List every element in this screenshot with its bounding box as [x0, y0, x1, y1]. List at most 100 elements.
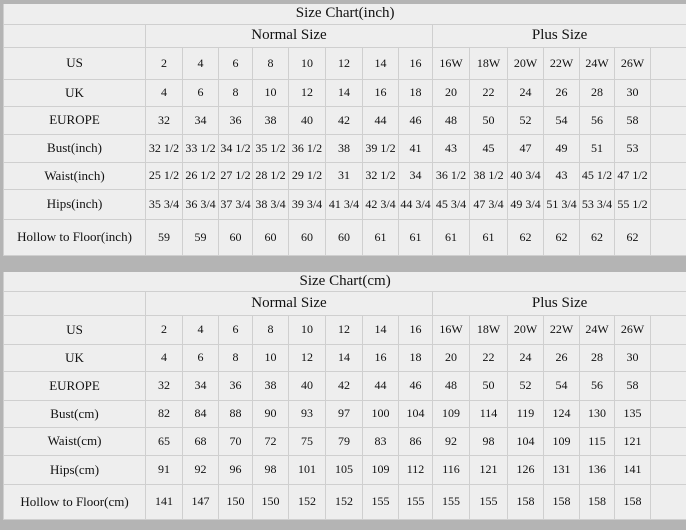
size-cell: 14 [362, 314, 399, 345]
size-cell: 10 [252, 78, 289, 107]
row-label: US [3, 46, 146, 80]
size-cell: 24W [579, 46, 615, 80]
size-cell: 150 [218, 483, 253, 520]
size-cell: 104 [507, 426, 544, 456]
size-cell: 32 1/2 [145, 133, 183, 163]
size-cell: 28 [579, 343, 615, 372]
size-cell: 82 [145, 399, 183, 428]
size-cell: 8 [252, 46, 289, 80]
size-cell: 68 [182, 426, 219, 456]
row-label: Hips(inch) [3, 188, 146, 220]
size-cell: 40 3/4 [507, 161, 544, 190]
size-cell: 6 [182, 343, 219, 372]
size-cell: 50 [469, 105, 508, 135]
size-cell: 16 [398, 46, 433, 80]
size-cell: 62 [614, 218, 651, 256]
size-cell: 36 [218, 370, 253, 401]
size-cell: 41 [398, 133, 433, 163]
size-cell: 58 [614, 370, 651, 401]
size-cell: 2 [145, 314, 183, 345]
row-label: UK [3, 78, 146, 107]
size-cell: 34 [398, 161, 433, 190]
table-row: UK 4 6 8 10 12 14 16 18 20 22 24 26 28 30 [3, 78, 686, 107]
size-cell: 61 [432, 218, 470, 256]
chart-title: Size Chart(inch) [2, 4, 686, 25]
size-cell: 8 [218, 78, 253, 107]
size-cell: 152 [325, 483, 363, 520]
size-cell: 152 [288, 483, 326, 520]
size-cell: 158 [543, 483, 580, 520]
size-cell: 10 [288, 314, 326, 345]
size-cell: 4 [145, 343, 183, 372]
size-cell: 130 [579, 399, 615, 428]
size-cell: 155 [362, 483, 399, 520]
size-cell: 28 1/2 [252, 161, 289, 190]
size-cell: 48 [432, 105, 470, 135]
size-cell: 2 [145, 46, 183, 80]
size-cell: 22W [543, 46, 580, 80]
size-cell: 46 [398, 105, 433, 135]
plus-size-header: Plus Size [431, 290, 686, 316]
corner-cell [3, 23, 146, 48]
size-cell: 52 [507, 105, 544, 135]
size-cell: 20 [432, 78, 470, 107]
size-cell: 47 3/4 [469, 188, 508, 220]
size-cell: 16W [432, 314, 470, 345]
size-cell: 83 [362, 426, 399, 456]
size-cell: 12 [288, 78, 326, 107]
size-cell: 56 [579, 370, 615, 401]
size-cell: 53 [614, 133, 651, 163]
size-cell: 119 [507, 399, 544, 428]
empty-cell [649, 370, 686, 401]
size-cell: 43 [432, 133, 470, 163]
size-cell: 62 [543, 218, 580, 256]
size-cell: 90 [252, 399, 289, 428]
size-cell: 34 [182, 370, 219, 401]
table-row: EUROPE 32 34 36 38 40 42 44 46 48 50 52 54 56 58 [3, 105, 686, 135]
table-row: US 2 4 6 8 10 12 14 16 16W 18W 20W 22W 24W 26W [3, 46, 686, 80]
table-row: Waist(inch) 25 1/2 26 1/2 27 1/2 28 1/2 29 1/… [3, 161, 686, 190]
size-cell: 42 [325, 105, 363, 135]
size-cell: 38 3/4 [252, 188, 289, 220]
size-cell: 60 [218, 218, 253, 256]
size-cell: 16 [362, 78, 399, 107]
size-cell: 44 [362, 370, 399, 401]
size-cell: 30 [614, 343, 651, 372]
size-cell: 121 [614, 426, 651, 456]
size-cell: 36 1/2 [288, 133, 326, 163]
size-cell: 14 [325, 343, 363, 372]
empty-cell [649, 188, 686, 220]
size-cell: 100 [362, 399, 399, 428]
size-chart-cm: Size Chart(cm) Normal Size Plus Size US 2 4 6 8… [2, 272, 686, 520]
size-cell: 126 [507, 454, 544, 485]
table-row: US 2 4 6 8 10 12 14 16 16W 18W 20W 22W 24W 26W [3, 314, 686, 345]
row-label: EUROPE [3, 370, 146, 401]
size-cell: 88 [218, 399, 253, 428]
size-cell: 51 3/4 [543, 188, 580, 220]
size-cell: 26 1/2 [182, 161, 219, 190]
size-cell: 4 [145, 78, 183, 107]
size-cell: 6 [182, 78, 219, 107]
size-cell: 45 [469, 133, 508, 163]
size-cell: 26W [614, 46, 651, 80]
size-cell: 135 [614, 399, 651, 428]
size-cell: 86 [398, 426, 433, 456]
size-cell: 18 [398, 78, 433, 107]
table-row: Bust(cm) 82 84 88 90 93 97 100 104 109 114 119 124 13… [3, 399, 686, 428]
size-cell: 50 [469, 370, 508, 401]
size-cell: 18W [469, 314, 508, 345]
size-cell: 36 1/2 [432, 161, 470, 190]
size-cell: 44 [362, 105, 399, 135]
size-cell: 37 3/4 [218, 188, 253, 220]
chart-title: Size Chart(cm) [2, 272, 686, 292]
size-cell: 158 [579, 483, 615, 520]
size-cell: 60 [252, 218, 289, 256]
size-cell: 20 [432, 343, 470, 372]
size-cell: 155 [469, 483, 508, 520]
size-cell: 41 3/4 [325, 188, 363, 220]
size-cell: 112 [398, 454, 433, 485]
size-cell: 158 [507, 483, 544, 520]
empty-cell [649, 343, 686, 372]
empty-cell [649, 105, 686, 135]
size-cell: 62 [507, 218, 544, 256]
